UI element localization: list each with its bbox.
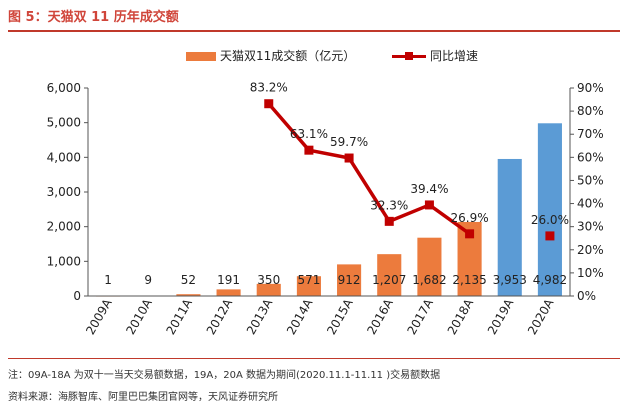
left-tick-label: 0 xyxy=(73,289,81,303)
bar-2012A xyxy=(216,289,241,296)
right-tick-label: 80% xyxy=(577,104,604,118)
bar-2014A xyxy=(296,276,321,296)
left-tick-label: 5,000 xyxy=(47,116,81,130)
growth-marker xyxy=(304,145,314,155)
growth-value-label: 26.9% xyxy=(451,211,489,225)
growth-value-label: 39.4% xyxy=(410,182,448,196)
growth-value-label: 59.7% xyxy=(330,135,368,149)
bar-value-label: 52 xyxy=(181,273,196,287)
bar-2015A xyxy=(337,264,362,296)
x-tick-label: 2017A xyxy=(405,296,437,337)
bar-value-label: 1,207 xyxy=(372,273,406,287)
bar-2020A xyxy=(537,123,562,296)
right-tick-label: 20% xyxy=(577,243,604,257)
growth-marker xyxy=(264,99,274,109)
legend-label-amount: 天猫双11成交额（亿元） xyxy=(220,49,356,63)
right-tick-label: 90% xyxy=(577,81,604,95)
right-tick-label: 30% xyxy=(577,220,604,234)
bar-value-label: 912 xyxy=(338,273,361,287)
x-tick-label: 2018A xyxy=(445,296,477,337)
bar-2017A xyxy=(417,237,442,296)
left-tick-label: 6,000 xyxy=(47,81,81,95)
chart-source: 资料来源：海豚智库、阿里巴巴集团官网等，天风证券研究所 xyxy=(8,392,278,403)
growth-marker xyxy=(545,231,555,241)
bar-2016A xyxy=(377,254,402,296)
footer-rule xyxy=(8,358,620,359)
left-tick-label: 3,000 xyxy=(47,185,81,199)
chart-note: 注：09A-18A 为双十一当天交易额数据，19A，20A 数据为期间(2020… xyxy=(8,370,441,381)
x-tick-label: 2019A xyxy=(485,296,517,337)
x-tick-label: 2014A xyxy=(284,296,316,337)
growth-value-label: 63.1% xyxy=(290,127,328,141)
growth-marker xyxy=(384,216,394,226)
bar-2011A xyxy=(176,294,201,296)
x-tick-label: 2016A xyxy=(364,296,396,337)
title-rule xyxy=(8,30,620,32)
x-tick-label: 2015A xyxy=(324,296,356,337)
right-tick-label: 10% xyxy=(577,266,604,280)
legend-item-amount: 天猫双11成交额（亿元） xyxy=(186,47,355,64)
x-tick-label: 2009A xyxy=(83,296,115,337)
right-tick-label: 40% xyxy=(577,197,604,211)
left-tick-label: 1,000 xyxy=(47,254,81,268)
bar-value-label: 350 xyxy=(257,273,280,287)
legend-bar-swatch xyxy=(186,52,216,61)
left-tick-label: 2,000 xyxy=(47,220,81,234)
bar-value-label: 1,682 xyxy=(412,273,446,287)
right-tick-label: 0% xyxy=(577,289,596,303)
x-tick-label: 2020A xyxy=(525,296,557,337)
growth-value-label: 32.3% xyxy=(370,198,408,212)
x-tick-label: 2013A xyxy=(244,296,276,337)
x-tick-label: 2010A xyxy=(123,296,155,337)
right-tick-label: 70% xyxy=(577,127,604,141)
combo-chart: 0 1,000 2,000 3,000 4,000 5,000 6,000 0% 10% 20% 3… xyxy=(47,81,604,337)
growth-marker xyxy=(424,200,434,210)
bar-value-label: 1 xyxy=(104,273,112,287)
growth-marker xyxy=(465,229,475,239)
bar-value-label: 191 xyxy=(217,273,240,287)
legend-line-swatch xyxy=(392,52,426,61)
bar-value-label: 3,953 xyxy=(493,273,527,287)
growth-value-label: 83.2% xyxy=(250,81,288,95)
bar-2013A xyxy=(256,283,281,296)
bar-value-label: 9 xyxy=(144,273,152,287)
x-tick-label: 2011A xyxy=(164,296,196,337)
bar-2019A xyxy=(497,158,522,296)
growth-line xyxy=(267,102,471,236)
legend-label-growth: 同比增速 xyxy=(430,49,479,63)
right-tick-label: 50% xyxy=(577,173,604,187)
left-tick-label: 4,000 xyxy=(47,150,81,164)
bar-value-label: 4,982 xyxy=(533,273,567,287)
right-tick-label: 60% xyxy=(577,150,604,164)
growth-marker xyxy=(344,153,354,163)
bar-value-label: 571 xyxy=(297,273,320,287)
x-tick-label: 2012A xyxy=(204,296,236,337)
bar-value-label: 2,135 xyxy=(452,273,486,287)
figure-title: 图 5：天猫双 11 历年成交额 xyxy=(8,10,179,25)
growth-value-label: 26.0% xyxy=(531,213,569,227)
legend-item-growth: 同比增速 xyxy=(392,47,478,64)
